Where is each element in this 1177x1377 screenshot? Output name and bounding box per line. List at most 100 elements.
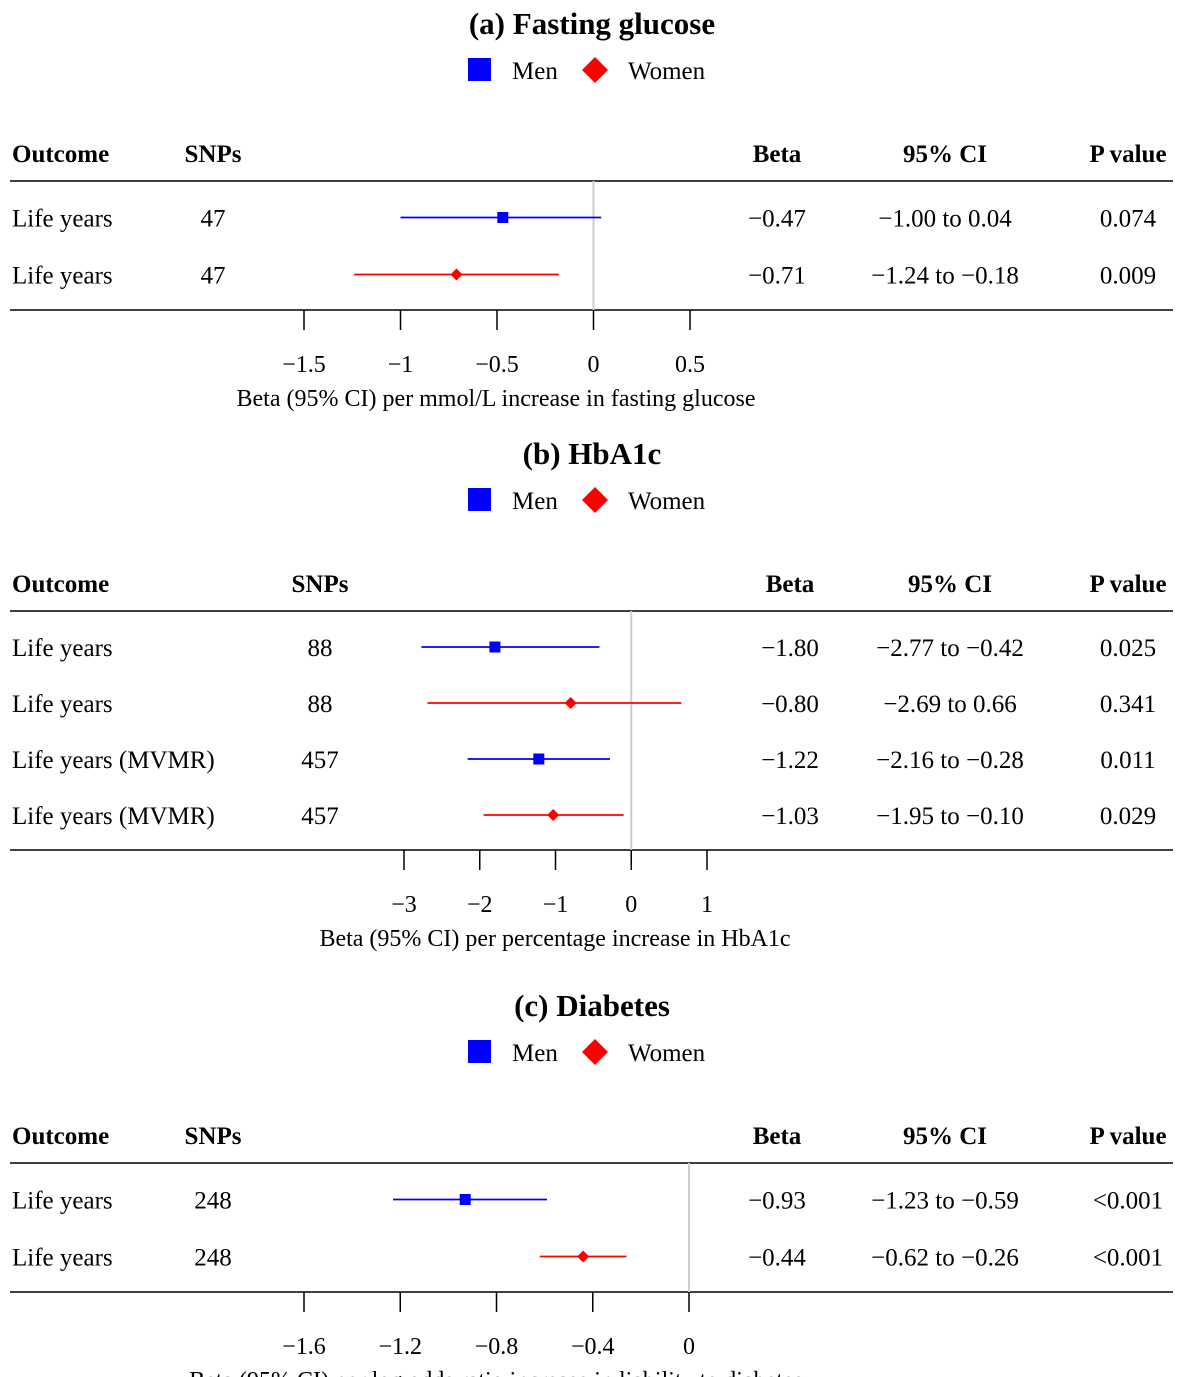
legend-women-diamond-icon <box>582 487 608 513</box>
legend-women-label: Women <box>628 58 706 85</box>
header-outcome: Outcome <box>12 1123 109 1150</box>
row-beta: −0.80 <box>761 691 819 718</box>
row-p-value: 0.074 <box>1100 206 1157 233</box>
row-beta: −0.47 <box>748 206 806 233</box>
x-tick-label: −1.6 <box>282 1334 326 1360</box>
table-row: Life years 248 −0.93 −1.23 to −0.59 <0.001 <box>12 1188 1163 1215</box>
table-row: Life years 47 −0.71 −1.24 to −0.18 0.009 <box>12 263 1156 290</box>
row-beta: −1.80 <box>761 635 819 662</box>
x-axis-label: Beta (95% CI) per mmol/L increase in fas… <box>237 386 756 412</box>
legend-women-diamond-icon <box>582 1039 608 1065</box>
row-outcome: Life years <box>12 1245 113 1272</box>
legend-women-label: Women <box>628 1040 706 1067</box>
x-tick-label: −1.5 <box>282 352 326 378</box>
point-estimate-men <box>497 212 509 223</box>
legend: Men Women <box>468 487 706 515</box>
row-snps: 47 <box>201 206 226 233</box>
table-row: Life years 248 −0.44 −0.62 to −0.26 <0.001 <box>12 1245 1163 1272</box>
row-outcome: Life years <box>12 263 113 290</box>
panel-a: (a) Fasting glucose Men Women Outcome SNPs Be… <box>10 6 1173 412</box>
header-snps: SNPs <box>185 1123 242 1150</box>
header-ci: 95% CI <box>903 1123 987 1150</box>
header-beta: Beta <box>766 571 815 598</box>
row-beta: −1.22 <box>761 747 819 774</box>
row-outcome: Life years <box>12 1188 113 1215</box>
x-tick-label: 0 <box>588 352 600 378</box>
legend-men-square-icon <box>468 58 491 81</box>
x-tick-label: −1 <box>388 352 414 378</box>
row-outcome: Life years <box>12 206 113 233</box>
row-p-value: 0.025 <box>1100 635 1156 662</box>
row-outcome: Life years (MVMR) <box>12 803 215 830</box>
row-p-value: 0.029 <box>1100 803 1156 830</box>
panel-title: (c) Diabetes <box>514 988 670 1023</box>
legend-men-label: Men <box>512 1040 558 1067</box>
table-row: Life years (MVMR) 457 −1.22 −2.16 to −0.28 0… <box>12 747 1156 774</box>
point-estimate-women <box>547 809 560 821</box>
x-tick-label: −1.2 <box>378 1334 422 1360</box>
panel-title: (a) Fasting glucose <box>469 6 715 41</box>
row-ci: −2.77 to −0.42 <box>876 635 1024 662</box>
x-tick-label: −0.5 <box>475 352 519 378</box>
x-axis-label: Beta (95% CI) per log odds ratio increas… <box>189 1368 803 1377</box>
legend: Men Women <box>468 57 706 85</box>
header-p-value: P value <box>1089 141 1166 168</box>
x-tick-label: 0 <box>625 892 637 918</box>
row-ci: −1.24 to −0.18 <box>871 263 1019 290</box>
row-p-value: <0.001 <box>1093 1245 1163 1272</box>
row-snps: 457 <box>301 747 339 774</box>
row-outcome: Life years <box>12 635 113 662</box>
table-row: Life years (MVMR) 457 −1.03 −1.95 to −0.10 0… <box>12 803 1156 830</box>
table-row: Life years 47 −0.47 −1.00 to 0.04 0.074 <box>12 206 1157 233</box>
row-ci: −2.16 to −0.28 <box>876 747 1024 774</box>
row-ci: −1.95 to −0.10 <box>876 803 1024 830</box>
header-p-value: P value <box>1089 571 1166 598</box>
legend-women-diamond-icon <box>582 57 608 83</box>
table-row: Life years 88 −0.80 −2.69 to 0.66 0.341 <box>12 691 1156 718</box>
header-snps: SNPs <box>292 571 349 598</box>
header-outcome: Outcome <box>12 571 109 598</box>
legend-men-label: Men <box>512 58 558 85</box>
point-estimate-women <box>577 1250 590 1263</box>
point-estimate-men <box>459 1194 471 1205</box>
point-estimate-men <box>533 753 545 765</box>
row-beta: −0.93 <box>748 1188 806 1215</box>
row-beta: −1.03 <box>761 803 819 830</box>
x-tick-label: −2 <box>467 892 493 918</box>
panel-title: (b) HbA1c <box>523 436 662 471</box>
x-tick-label: 0.5 <box>675 352 705 378</box>
row-snps: 88 <box>308 635 333 662</box>
header-ci: 95% CI <box>903 141 987 168</box>
point-estimate-women <box>564 697 577 709</box>
header-ci: 95% CI <box>908 571 992 598</box>
row-p-value: <0.001 <box>1093 1188 1163 1215</box>
panel-c: (c) Diabetes Men Women Outcome SNPs Beta 95% C… <box>10 988 1173 1377</box>
row-outcome: Life years (MVMR) <box>12 747 215 774</box>
row-ci: −1.23 to −0.59 <box>871 1188 1019 1215</box>
point-estimate-women <box>450 268 463 281</box>
header-p-value: P value <box>1089 1123 1166 1150</box>
x-tick-label: −1 <box>543 892 569 918</box>
x-tick-label: −3 <box>391 892 417 918</box>
legend-men-label: Men <box>512 488 558 515</box>
legend-men-square-icon <box>468 1040 491 1063</box>
x-tick-label: 0 <box>683 1334 695 1360</box>
x-tick-label: −0.8 <box>475 1334 519 1360</box>
table-row: Life years 88 −1.80 −2.77 to −0.42 0.025 <box>12 635 1156 662</box>
header-beta: Beta <box>753 141 802 168</box>
panel-b: (b) HbA1c Men Women Outcome SNPs Beta 95% CI P … <box>10 436 1173 952</box>
point-estimate-men <box>489 641 501 653</box>
row-snps: 457 <box>301 803 339 830</box>
row-outcome: Life years <box>12 691 113 718</box>
row-ci: −0.62 to −0.26 <box>871 1245 1019 1272</box>
row-p-value: 0.009 <box>1100 263 1156 290</box>
x-tick-label: −0.4 <box>571 1334 615 1360</box>
header-beta: Beta <box>753 1123 802 1150</box>
header-snps: SNPs <box>185 141 242 168</box>
row-beta: −0.44 <box>748 1245 806 1272</box>
row-beta: −0.71 <box>748 263 806 290</box>
row-snps: 47 <box>201 263 226 290</box>
row-p-value: 0.341 <box>1100 691 1156 718</box>
row-snps: 248 <box>194 1245 232 1272</box>
row-snps: 248 <box>194 1188 232 1215</box>
